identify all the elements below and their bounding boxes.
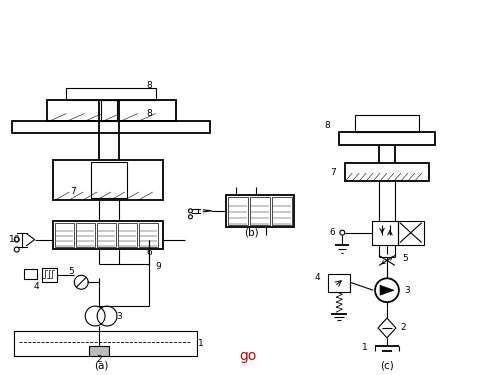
Bar xyxy=(66,88,156,100)
Bar xyxy=(89,346,109,356)
Bar xyxy=(12,122,210,134)
Bar xyxy=(250,197,270,225)
Text: 2: 2 xyxy=(400,324,406,333)
Text: 1: 1 xyxy=(198,339,203,348)
Bar xyxy=(54,160,162,200)
Bar xyxy=(355,114,418,132)
Bar xyxy=(272,197,291,225)
Bar xyxy=(101,100,117,122)
Text: (a): (a) xyxy=(94,361,108,370)
Bar xyxy=(14,331,198,356)
Bar xyxy=(328,274,350,292)
Text: 8: 8 xyxy=(324,121,330,130)
Text: 3: 3 xyxy=(116,312,122,321)
Bar xyxy=(340,132,434,146)
Bar xyxy=(228,197,248,225)
Text: go: go xyxy=(240,349,256,363)
Text: (b): (b) xyxy=(244,228,258,238)
Text: 2: 2 xyxy=(96,355,102,364)
Text: 5: 5 xyxy=(402,254,407,263)
Text: 8: 8 xyxy=(146,81,152,90)
Text: 6: 6 xyxy=(146,248,152,257)
Bar xyxy=(24,269,36,279)
Text: 5: 5 xyxy=(68,267,74,276)
Text: 8: 8 xyxy=(146,109,152,118)
Bar xyxy=(118,223,137,246)
Bar xyxy=(91,162,127,198)
Text: 7: 7 xyxy=(330,168,336,177)
Text: 4: 4 xyxy=(314,273,320,282)
Bar xyxy=(97,223,116,246)
Bar xyxy=(42,268,58,282)
Text: 3: 3 xyxy=(404,286,409,295)
Text: 6: 6 xyxy=(330,228,336,237)
Bar xyxy=(372,221,398,245)
Bar xyxy=(398,221,423,245)
Bar xyxy=(46,100,176,122)
Bar xyxy=(139,223,158,246)
Text: 9: 9 xyxy=(156,262,162,271)
Bar xyxy=(54,221,162,249)
Bar xyxy=(226,195,294,227)
Text: 10: 10 xyxy=(9,235,20,244)
Bar xyxy=(56,223,74,246)
Bar xyxy=(346,163,428,181)
Text: 4: 4 xyxy=(34,282,40,291)
Bar xyxy=(76,223,95,246)
Text: (c): (c) xyxy=(380,361,394,370)
Text: 7: 7 xyxy=(70,188,76,196)
Polygon shape xyxy=(380,285,394,295)
Text: 1: 1 xyxy=(362,343,368,352)
